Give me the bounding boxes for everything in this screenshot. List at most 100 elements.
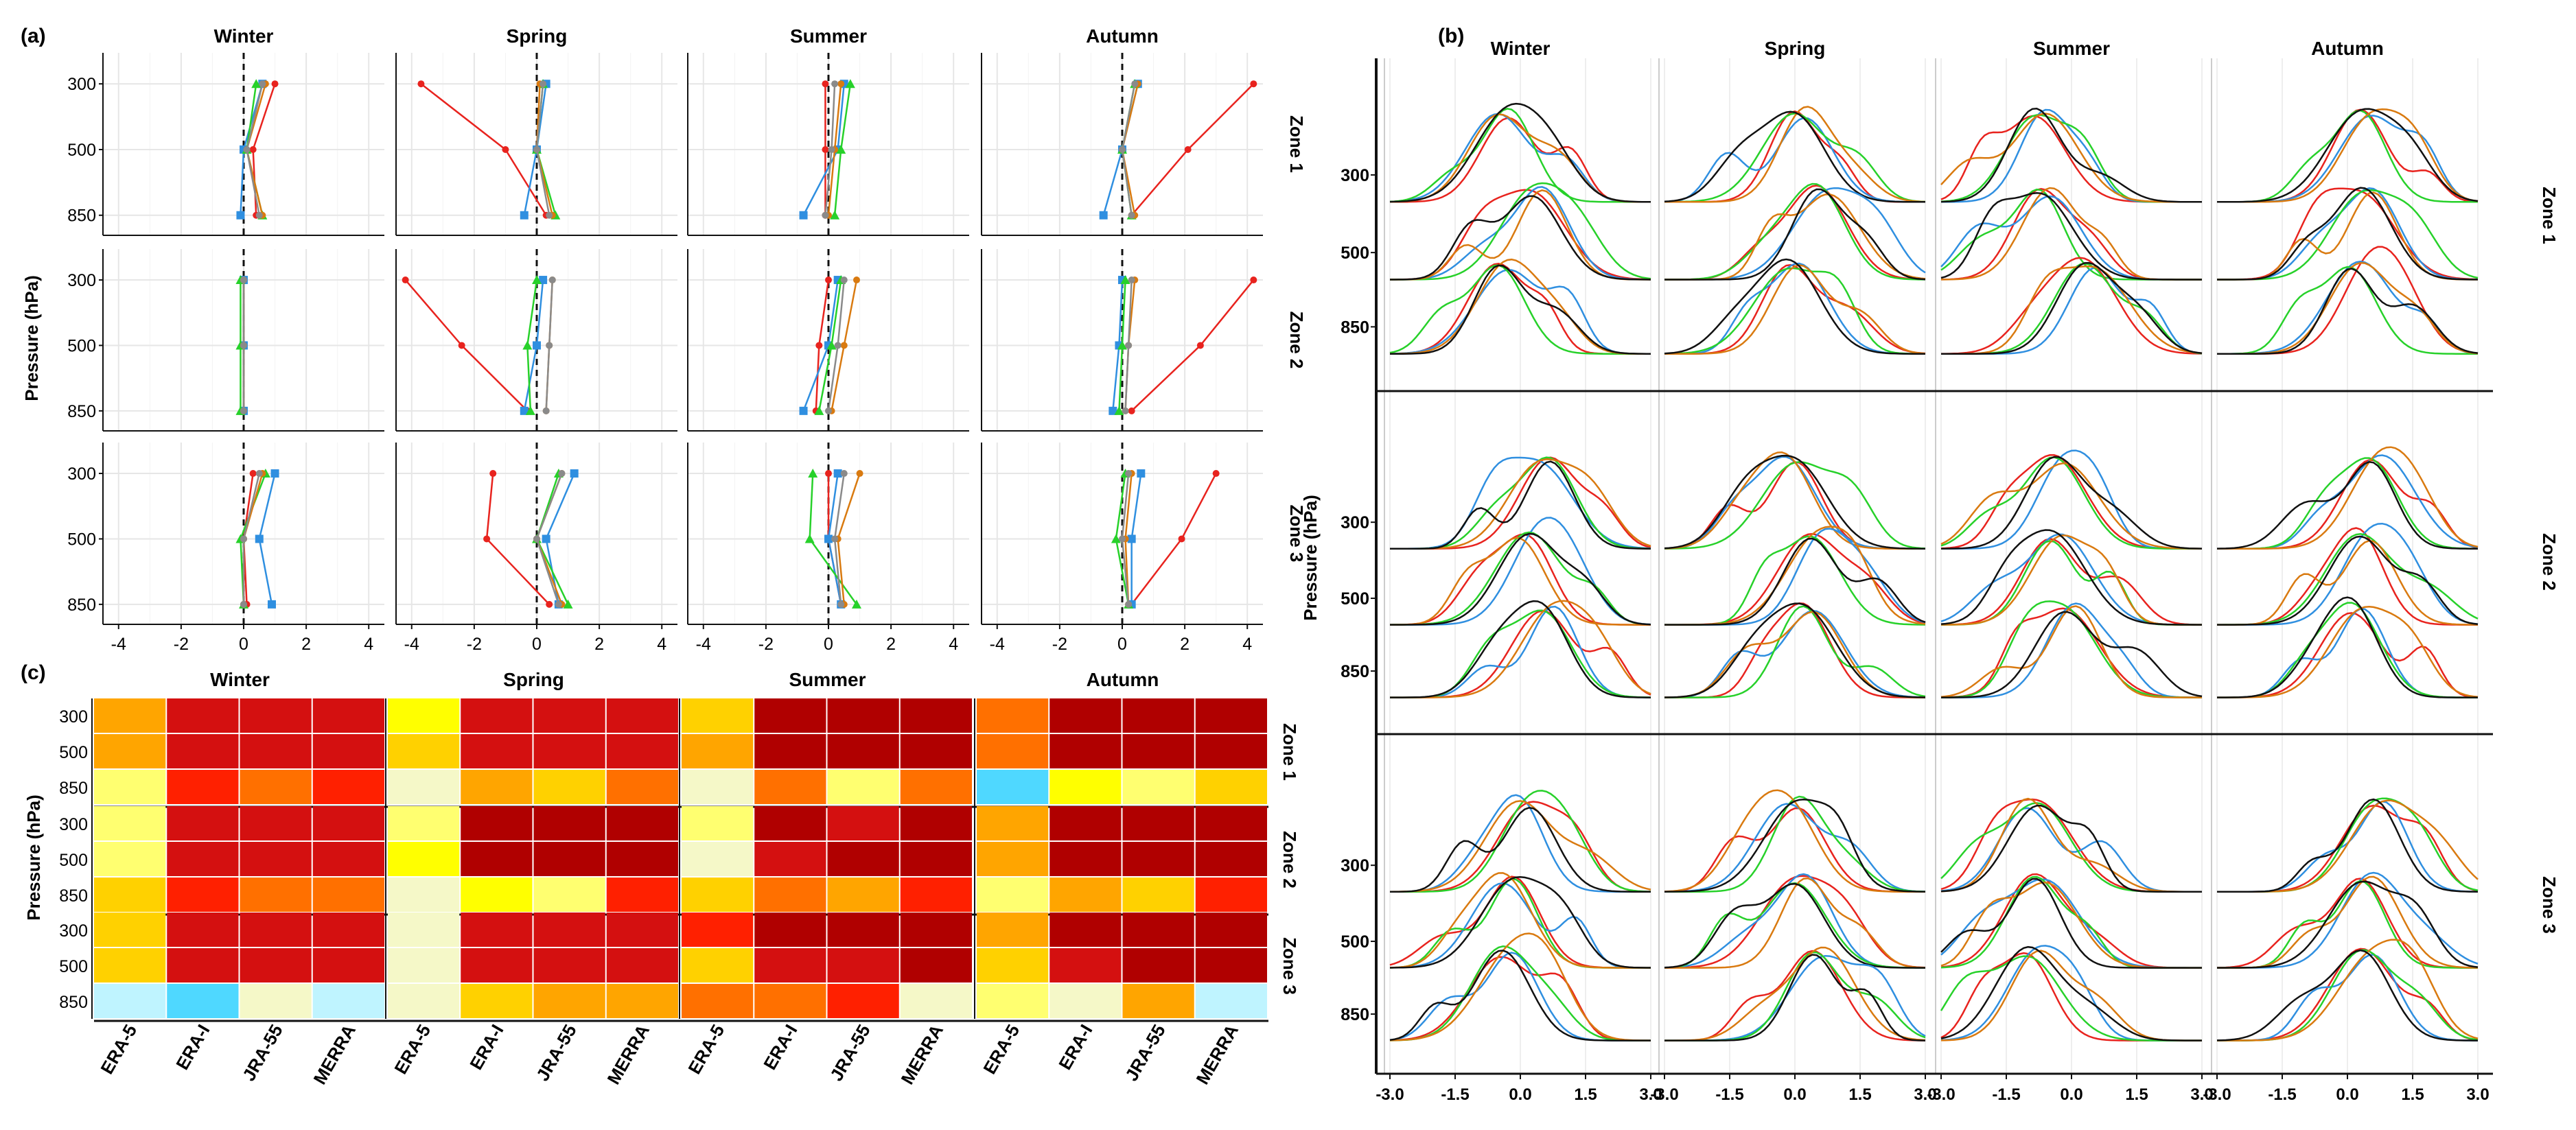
heatmap-cell [900,770,972,804]
panel-b-density-curve [1390,532,1651,626]
panel-a-point [271,80,279,88]
panel-a-x-tick-label: 0 [1117,635,1127,654]
panel-b-density-curve [1941,261,2203,355]
panel-a-zone-label: Zone 3 [1286,505,1307,563]
panel-b-density-curve [2217,605,2479,698]
panel-a-x-tick-label: -4 [404,635,419,654]
heatmap-cell [977,984,1049,1018]
panel-b-x-tick-label: 1.5 [1574,1085,1597,1104]
heatmap-cell [1122,734,1194,768]
panel-a-x-tick-label: 2 [301,635,311,654]
heatmap-cell [606,913,678,947]
panel-a-point [240,407,247,414]
panel-a-x-tick-label: 4 [364,635,373,654]
heatmap-cell [606,842,678,876]
heatmap-cell [977,842,1049,876]
panel-a-point [255,470,263,478]
panel-b-density-curve [1940,113,2202,203]
panel-a-point [822,80,829,88]
panel-a-point [520,406,529,415]
heatmap-cell [533,806,605,840]
panel-b-density-curve [1940,605,2202,698]
panel-a-point [249,145,257,153]
panel-a-point [853,276,860,284]
panel-b-x-tick-label: 3.0 [1639,1085,1662,1104]
panel-a-point [533,145,540,153]
panel-c-ylabel: Pressure (hPa) [23,794,44,921]
panel-a-point [240,535,247,543]
panel-b-density-curve [1940,456,2203,550]
panel-a-point [570,469,579,478]
panel-a-point [255,534,264,543]
panel-b-y-tick-label: 850 [1341,662,1369,681]
heatmap-cell [900,913,972,947]
panel-b-density-curve [2217,268,2479,355]
heatmap-cell [754,984,826,1018]
panel-b-density-curve [1940,108,2202,203]
panel-a-point [240,600,247,608]
panel-a-x-tick-label: -2 [174,635,189,654]
heatmap-cell [682,984,754,1018]
heatmap-cell [1195,984,1267,1018]
panel-b-zone-label: Zone 3 [2539,876,2560,934]
panel-a-point [539,80,547,88]
panel-a-point [548,276,556,284]
panel-b-zone-label: Zone 2 [2539,533,2560,591]
panel-a-x-tick-label: 4 [949,635,958,654]
heatmap-cell [1195,734,1267,768]
heatmap-cell [606,984,678,1018]
panel-b: (b) Pressure (hPa) Winter Spring Summer Autum… [1300,25,2560,1104]
heatmap-cell [900,698,972,733]
heatmap-cell [754,734,826,768]
panel-a-point [1109,406,1117,415]
heatmap-cell [388,770,460,804]
heatmap-cell [754,948,826,982]
panel-a-point [799,211,808,220]
panel-b-x-tick-label: -1.5 [1715,1085,1743,1104]
heatmap-cell [94,948,166,982]
panel-a-point [532,275,542,285]
panel-b-season-title: Summer [2033,38,2110,59]
heatmap-cell [461,984,533,1018]
panel-b-x-tick-label: 0.0 [2336,1085,2358,1104]
heatmap-cell [167,734,239,768]
panel-b-y-tick-label: 300 [1341,856,1369,875]
panel-b-y-tick-label: 300 [1341,166,1369,185]
panel-a-y-tick-label: 300 [67,464,96,484]
panel-a-point [799,406,808,415]
heatmap-cell [682,878,754,912]
panel-a-season-title: Spring [507,25,568,47]
panel-b-density-curve [2217,596,2478,698]
panel-b-density-curve [1390,600,1651,698]
heatmap-cell [827,770,899,804]
heatmap-cell [900,948,972,982]
heatmap-cell [388,806,460,840]
heatmap-cell [388,842,460,876]
heatmap-cell [977,734,1049,768]
panel-a-point [828,145,835,153]
panel-a-point [1111,534,1121,543]
panel-a-point [249,470,257,478]
heatmap-cell [827,806,899,840]
panel-c-y-tick-label: 300 [59,921,88,941]
panel-b-density-curve [1941,265,2203,355]
panel-a-point [808,469,818,478]
panel-a-point [840,470,848,478]
panel-a-point [489,470,497,478]
panel-b-density-curve [1664,264,1926,355]
heatmap-cell [1195,698,1267,733]
heatmap-cell [1122,698,1194,733]
panel-b-density-curve [1389,945,1651,1041]
panel-a-point [1125,342,1133,349]
panel-a-point [825,276,832,284]
panel-b-x-tick-label: 1.5 [2401,1085,2424,1104]
heatmap-cell [682,913,754,947]
panel-a-point [1119,535,1126,543]
panel-a-y-tick-label: 500 [67,336,96,355]
panel-a-point [1184,145,1192,153]
heatmap-cell [682,770,754,804]
panel-a-point [240,342,247,349]
panel-c-y-tick-label: 300 [59,707,88,727]
heatmap-cell [900,734,972,768]
panel-a-zone-label: Zone 2 [1286,311,1307,369]
